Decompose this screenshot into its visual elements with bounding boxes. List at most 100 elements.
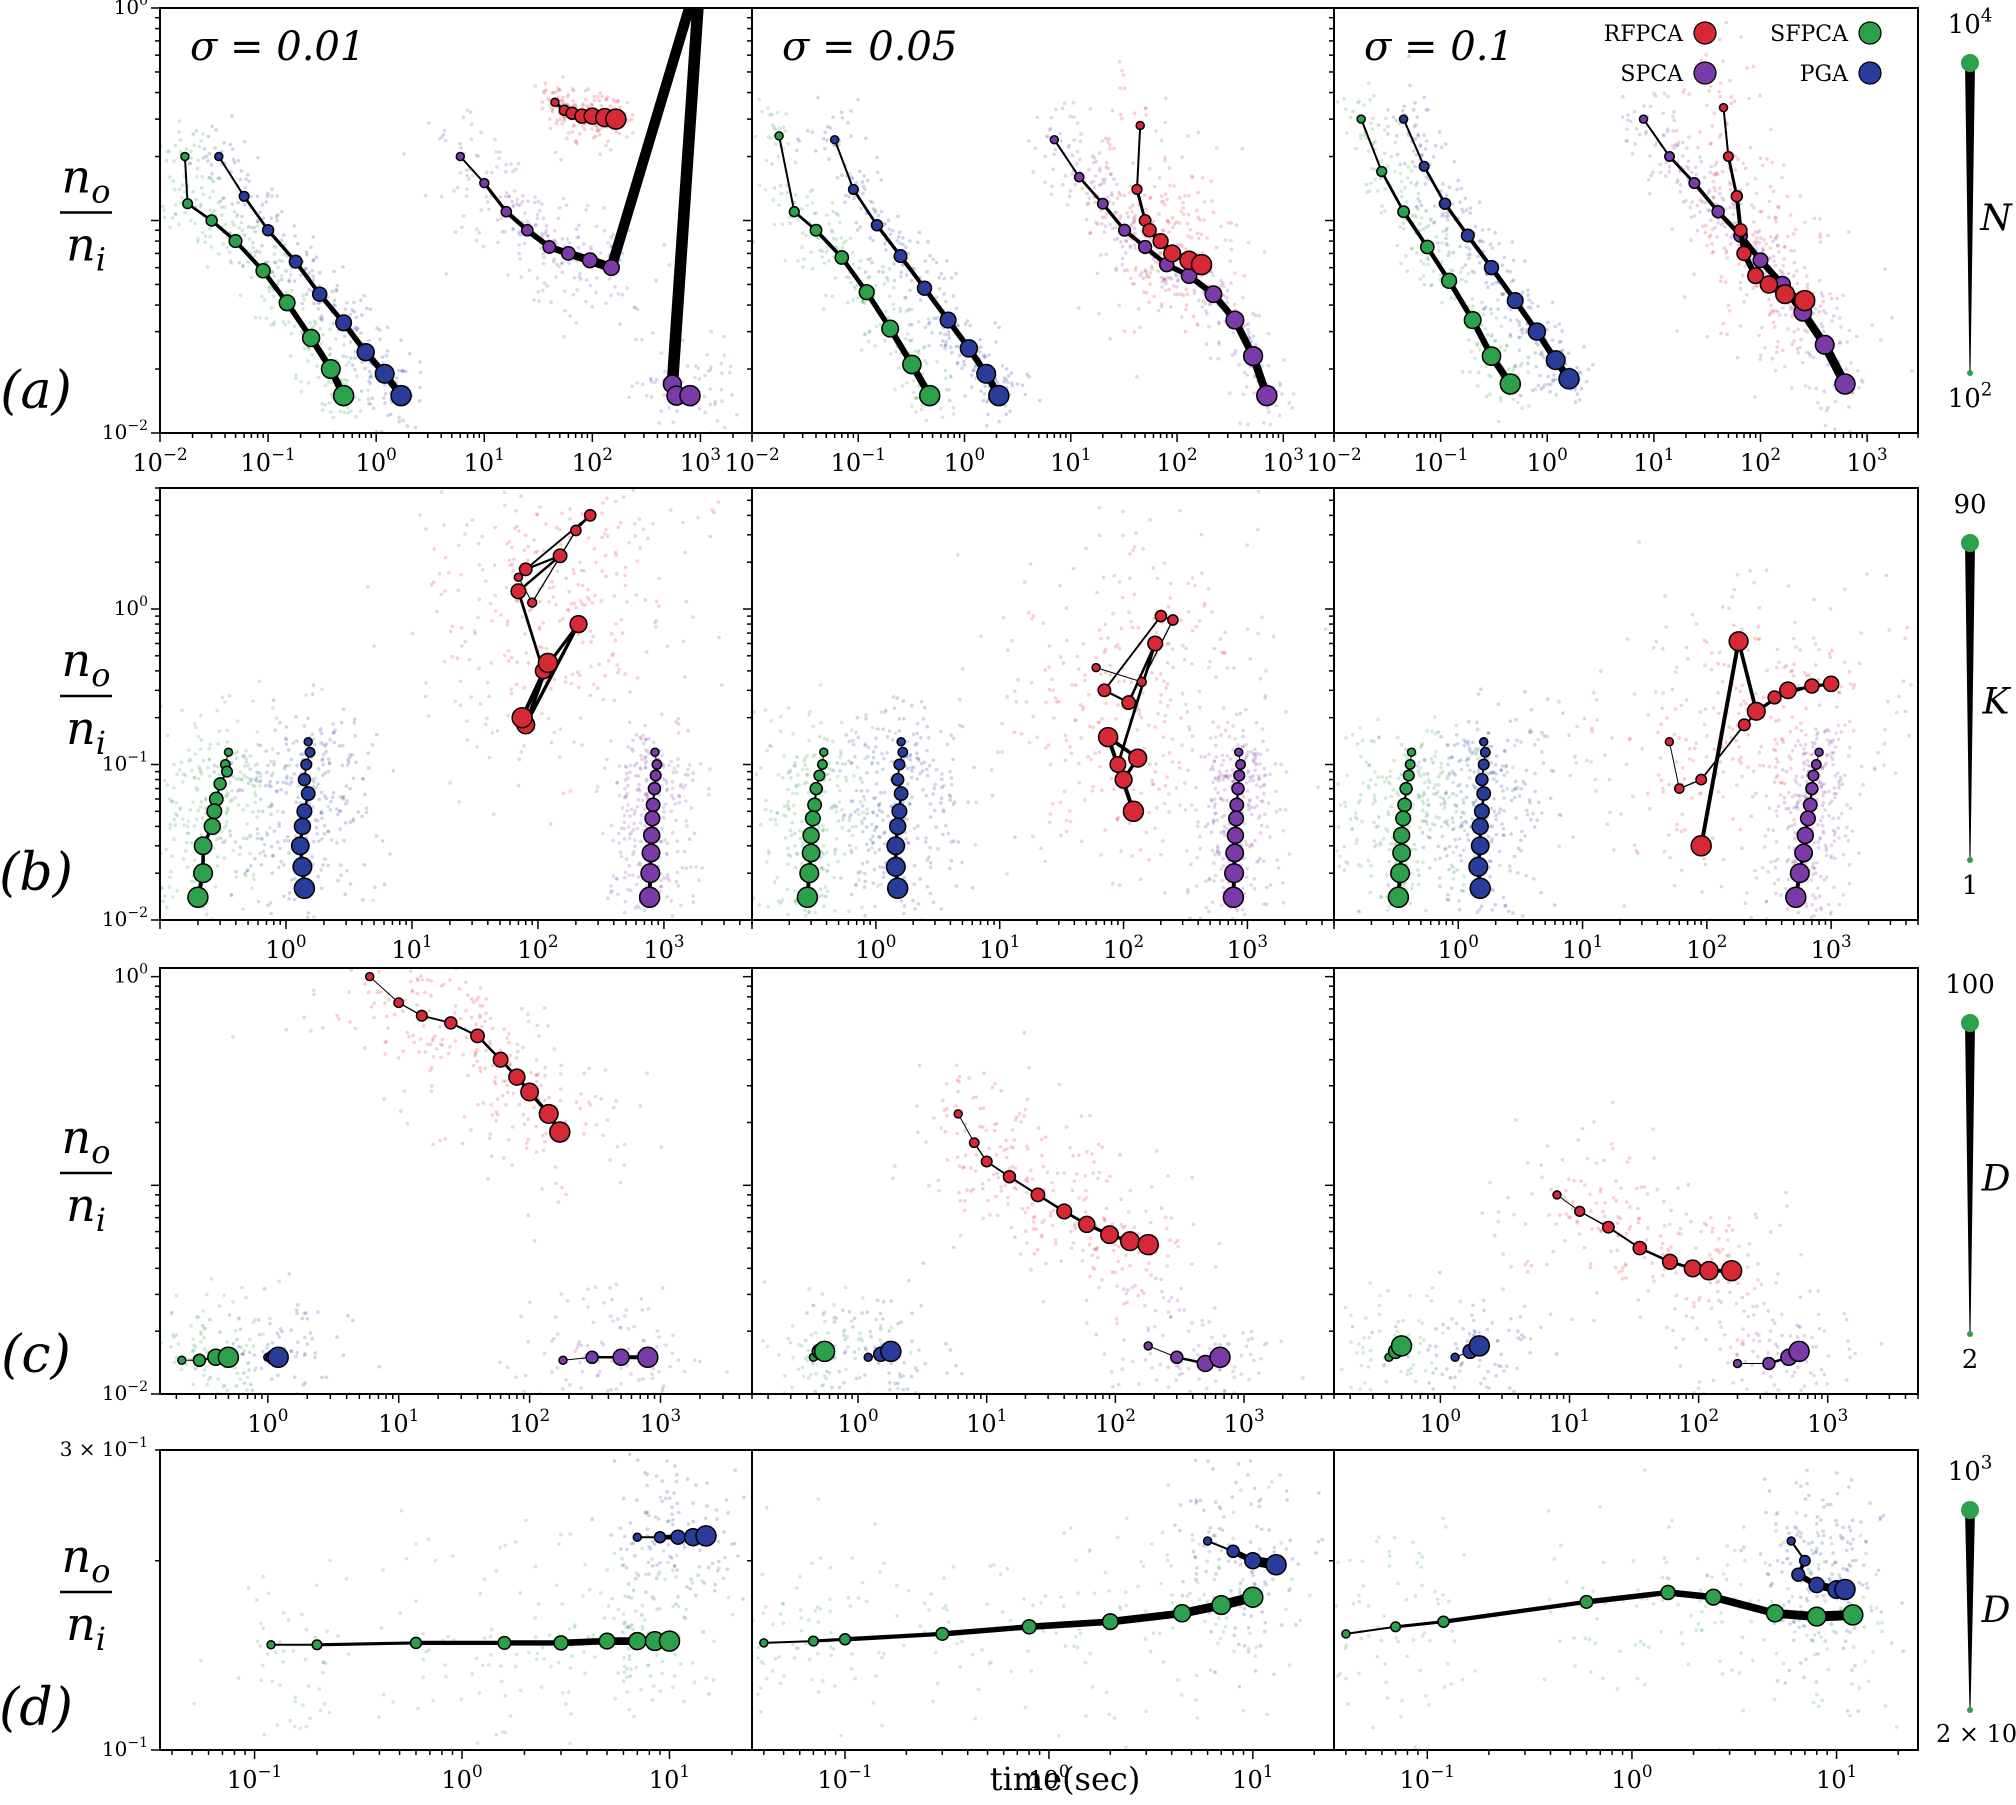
cloud-point xyxy=(1215,146,1219,150)
cloud-point xyxy=(1111,226,1115,231)
cloud-point xyxy=(800,767,805,772)
cloud-point xyxy=(1490,246,1495,250)
cloud-point xyxy=(623,565,628,570)
cloud-point xyxy=(187,759,191,763)
cloud-point xyxy=(973,365,978,370)
cloud-point xyxy=(1132,215,1136,220)
cloud-point xyxy=(194,129,199,133)
cloud-point xyxy=(1217,320,1221,325)
cloud-point xyxy=(511,204,515,209)
plot-area xyxy=(752,489,1328,920)
cloud-point xyxy=(1468,206,1473,211)
data-point xyxy=(1759,275,1779,294)
cloud-point xyxy=(532,298,536,302)
cloud-point xyxy=(728,370,732,375)
cloud-point xyxy=(1883,267,1887,272)
cloud-point xyxy=(739,207,743,211)
cloud-point xyxy=(344,355,349,359)
data-point xyxy=(1483,259,1500,276)
cloud-point xyxy=(978,350,982,354)
cloud-point xyxy=(1745,293,1749,297)
cloud-point xyxy=(271,706,275,710)
cloud-point xyxy=(509,162,513,166)
cloud-point xyxy=(1708,233,1713,238)
cloud-point xyxy=(825,245,830,249)
cloud-point xyxy=(590,304,595,309)
cloud-point xyxy=(397,415,401,420)
cloud-point xyxy=(552,730,557,735)
cloud-point xyxy=(351,817,356,821)
cloud-point xyxy=(806,791,811,795)
cloud-point xyxy=(341,354,346,358)
cloud-point xyxy=(560,121,564,126)
cloud-point xyxy=(571,124,576,128)
cloud-point xyxy=(1167,230,1171,234)
cloud-point xyxy=(823,147,827,151)
cloud-point xyxy=(786,706,791,710)
cloud-point xyxy=(236,803,241,807)
data-point xyxy=(834,250,850,265)
cloud-point xyxy=(479,208,484,212)
cloud-point xyxy=(185,865,190,869)
cloud-point xyxy=(618,322,622,327)
data-point xyxy=(293,877,316,900)
cloud-point xyxy=(294,714,298,719)
cloud-point xyxy=(604,527,608,532)
cloud-point xyxy=(578,599,583,603)
cloud-point xyxy=(947,336,952,341)
cloud-point xyxy=(235,789,240,793)
cloud-point xyxy=(1222,294,1226,298)
cloud-point xyxy=(334,287,339,292)
cloud-point xyxy=(1171,283,1176,288)
cloud-point xyxy=(294,373,298,377)
cloud-point xyxy=(1445,243,1450,248)
cloud-point xyxy=(803,763,807,767)
cloud-point xyxy=(836,213,841,218)
cloud-point xyxy=(710,508,714,512)
cloud-point xyxy=(589,245,593,249)
cloud-point xyxy=(258,774,263,779)
cloud-point xyxy=(863,301,867,306)
cloud-point xyxy=(311,805,315,809)
cloud-point xyxy=(645,791,649,796)
cloud-point xyxy=(569,681,574,686)
cloud-point xyxy=(316,301,321,306)
cloud-point xyxy=(624,472,628,476)
cloud-point xyxy=(1379,159,1383,163)
cloud-point xyxy=(1452,160,1457,164)
cloud-point xyxy=(995,380,1000,384)
cloud-point xyxy=(879,710,884,714)
cloud-point xyxy=(1290,406,1295,410)
cloud-point xyxy=(823,130,827,135)
cloud-point xyxy=(459,625,464,630)
cloud-point xyxy=(887,227,891,232)
cloud-point xyxy=(606,139,610,144)
cloud-point xyxy=(1192,291,1197,295)
cloud-point xyxy=(617,841,622,845)
cloud-point xyxy=(919,407,924,412)
cloud-point xyxy=(575,670,580,674)
cloud-point xyxy=(1466,252,1470,257)
cloud-point xyxy=(560,261,565,265)
cloud-point xyxy=(476,541,481,546)
cloud-point xyxy=(903,295,907,300)
cloud-point xyxy=(168,826,172,830)
cloud-point xyxy=(210,171,214,176)
cloud-point xyxy=(805,767,809,771)
cloud-point xyxy=(490,170,494,175)
cloud-point xyxy=(787,806,791,810)
cloud-point xyxy=(1541,385,1546,390)
cloud-point xyxy=(1132,111,1137,115)
cloud-point xyxy=(908,338,912,343)
cloud-point xyxy=(443,138,448,143)
cloud-point xyxy=(563,308,567,313)
cloud-point xyxy=(962,363,967,367)
cloud-point xyxy=(620,806,625,810)
cloud-point xyxy=(580,124,585,129)
cloud-point xyxy=(1287,401,1291,405)
cloud-point xyxy=(1455,187,1459,192)
plot-area xyxy=(160,8,739,433)
cloud-point xyxy=(1757,240,1762,245)
cloud-point xyxy=(1123,251,1128,255)
cloud-point xyxy=(232,160,237,165)
